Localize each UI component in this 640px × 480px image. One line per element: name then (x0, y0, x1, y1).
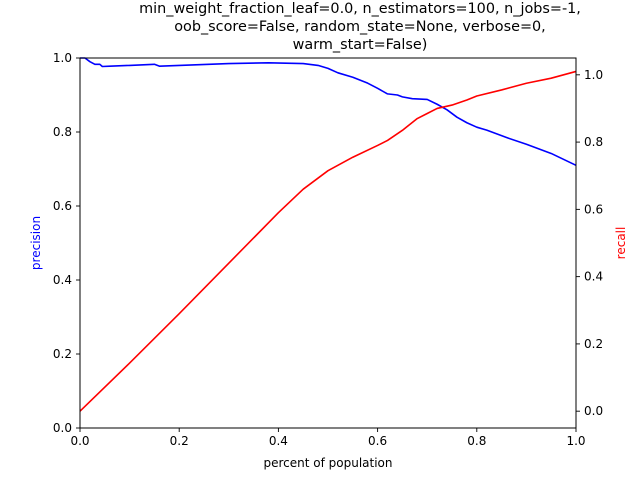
chart-title-line-3: warm_start=False) (293, 37, 428, 53)
y-axis-right-label: recall (614, 227, 628, 260)
y-left-tick-label: 0.8 (53, 125, 72, 139)
y-right-tick-label: 0.6 (584, 202, 603, 216)
y-right-tick-label: 0.2 (584, 337, 603, 351)
y-left-tick-label: 0.6 (53, 199, 72, 213)
x-tick-label: 0.2 (170, 434, 189, 448)
y-right-tick-label: 0.4 (584, 270, 603, 284)
x-tick-label: 1.0 (566, 434, 585, 448)
y-axis-left-label: precision (29, 216, 43, 270)
y-left-tick-label: 1.0 (53, 51, 72, 65)
y-right-tick-label: 0.0 (584, 404, 603, 418)
x-tick-label: 0.8 (467, 434, 486, 448)
x-tick-label: 0.0 (70, 434, 89, 448)
y-right-tick-label: 1.0 (584, 68, 603, 82)
chart-title-line-2: oob_score=False, random_state=None, verb… (174, 19, 546, 35)
chart-title-line-1: min_weight_fraction_leaf=0.0, n_estimato… (139, 1, 581, 17)
y-left-tick-label: 0.2 (53, 347, 72, 361)
x-axis-label: percent of population (263, 456, 392, 470)
y-left-tick-label: 0.0 (53, 421, 72, 435)
y-right-tick-label: 0.8 (584, 135, 603, 149)
x-tick-label: 0.6 (368, 434, 387, 448)
y-left-tick-label: 0.4 (53, 273, 72, 287)
x-tick-label: 0.4 (269, 434, 288, 448)
